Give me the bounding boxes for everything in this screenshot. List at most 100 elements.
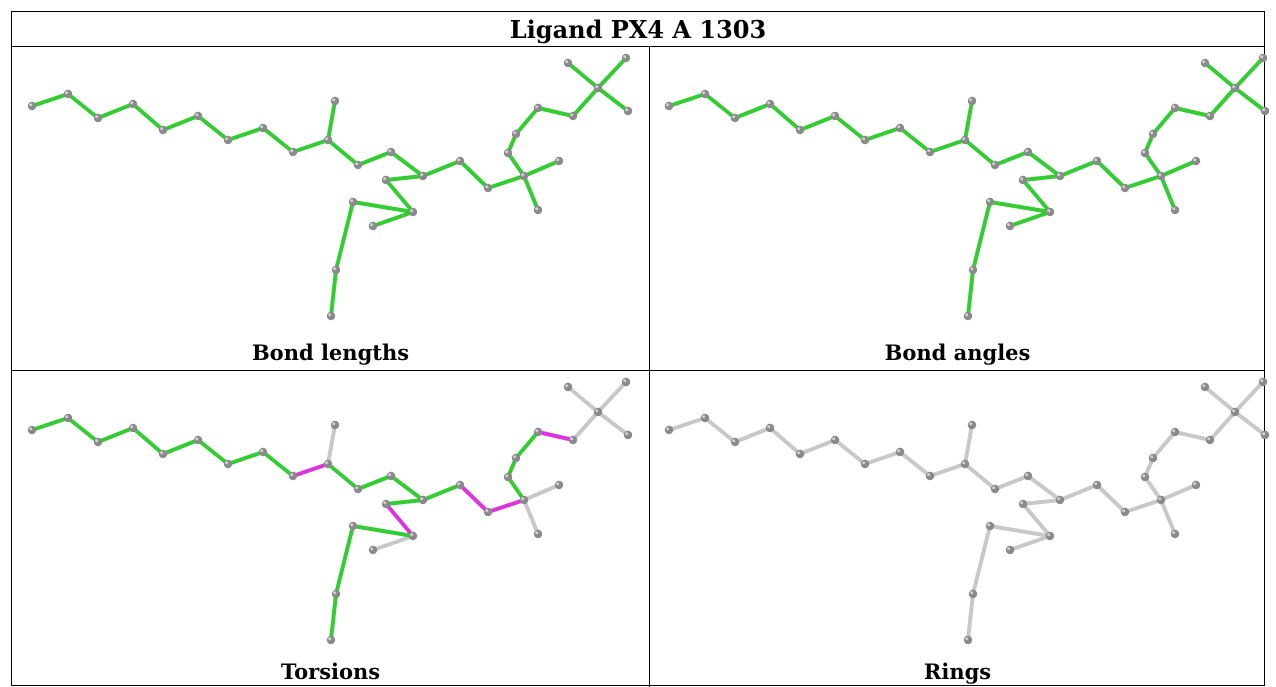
atom — [1120, 183, 1130, 193]
bond — [334, 200, 355, 272]
bond — [1203, 385, 1237, 414]
bond — [30, 416, 70, 432]
atom — [1205, 435, 1215, 445]
bond — [1021, 178, 1052, 214]
atom — [483, 183, 493, 193]
atom — [326, 635, 336, 645]
molecule-rings — [664, 377, 1270, 645]
ligand-title: Ligand PX4 A 1303 — [11, 11, 1265, 47]
atom — [326, 311, 336, 321]
bond — [161, 114, 200, 132]
atom — [1200, 58, 1210, 68]
atom — [381, 499, 391, 509]
bond — [96, 102, 135, 120]
atom-highlight — [970, 591, 974, 595]
bond — [326, 138, 360, 167]
atom-highlight — [325, 137, 329, 141]
bond — [261, 450, 295, 478]
bond — [1159, 174, 1177, 212]
atom-highlight — [535, 429, 539, 433]
atom-highlight — [355, 162, 359, 166]
atom — [963, 311, 973, 321]
atom — [967, 420, 977, 430]
bond — [1026, 150, 1062, 178]
bond — [131, 102, 165, 132]
atom — [1156, 171, 1166, 181]
atom — [621, 53, 631, 63]
atom-highlight — [1158, 497, 1162, 501]
bond — [993, 150, 1030, 167]
atom-highlight — [260, 125, 264, 129]
bond — [356, 474, 393, 491]
atom-highlight — [1057, 497, 1061, 501]
bond — [291, 462, 330, 478]
bond — [1058, 159, 1099, 178]
atom-highlight — [130, 101, 134, 105]
bond — [1159, 483, 1198, 502]
bond — [963, 99, 974, 142]
atom-highlight — [505, 474, 509, 478]
atom-highlight — [1150, 455, 1154, 459]
bond — [993, 474, 1030, 491]
atom-highlight — [970, 267, 974, 271]
atom — [568, 435, 578, 445]
atom-highlight — [1094, 482, 1098, 486]
atom — [223, 459, 233, 469]
atom — [795, 125, 805, 135]
atom — [288, 147, 298, 157]
bond — [988, 200, 1052, 214]
bond — [1026, 474, 1062, 502]
bond — [798, 114, 837, 132]
bond — [522, 498, 540, 536]
atom-highlight — [95, 439, 99, 443]
bond — [522, 483, 561, 502]
bond — [226, 450, 265, 466]
atom-highlight — [962, 461, 966, 465]
bond — [1143, 475, 1163, 502]
atom — [963, 635, 973, 645]
atom-highlight — [1172, 207, 1176, 211]
bond — [1123, 498, 1163, 514]
atom — [1205, 111, 1215, 121]
bond — [329, 592, 338, 642]
atom — [1092, 156, 1102, 166]
atom — [455, 480, 465, 490]
atom — [1170, 427, 1180, 437]
atom-highlight — [702, 415, 706, 419]
atom — [1140, 148, 1150, 158]
bond — [1151, 106, 1177, 136]
atom-highlight — [1150, 131, 1154, 135]
bond — [1233, 380, 1265, 414]
atom — [418, 171, 428, 181]
atom-highlight — [160, 451, 164, 455]
bond — [667, 92, 707, 108]
atom — [330, 420, 340, 430]
atom — [730, 113, 740, 123]
atom-highlight — [485, 509, 489, 513]
bond — [1203, 61, 1237, 90]
atom — [860, 135, 870, 145]
bond — [963, 462, 997, 491]
atom-highlight — [965, 313, 969, 317]
atom — [519, 495, 529, 505]
bond — [291, 138, 330, 154]
atom-highlight — [521, 173, 525, 177]
atom — [1120, 507, 1130, 517]
atom — [258, 123, 268, 133]
bond — [356, 150, 393, 167]
bond — [898, 126, 932, 154]
bond — [384, 178, 415, 214]
bond — [571, 410, 600, 442]
atom — [93, 437, 103, 447]
atom-highlight — [1262, 432, 1266, 436]
bond — [458, 483, 490, 514]
bond — [596, 380, 628, 414]
atom-highlight — [332, 98, 336, 102]
bond — [1095, 159, 1127, 190]
atom — [193, 111, 203, 121]
atom-highlight — [1057, 173, 1061, 177]
atom-highlight — [732, 115, 736, 119]
atom — [925, 471, 935, 481]
atom-highlight — [1202, 60, 1206, 64]
atom-highlight — [1025, 149, 1029, 153]
